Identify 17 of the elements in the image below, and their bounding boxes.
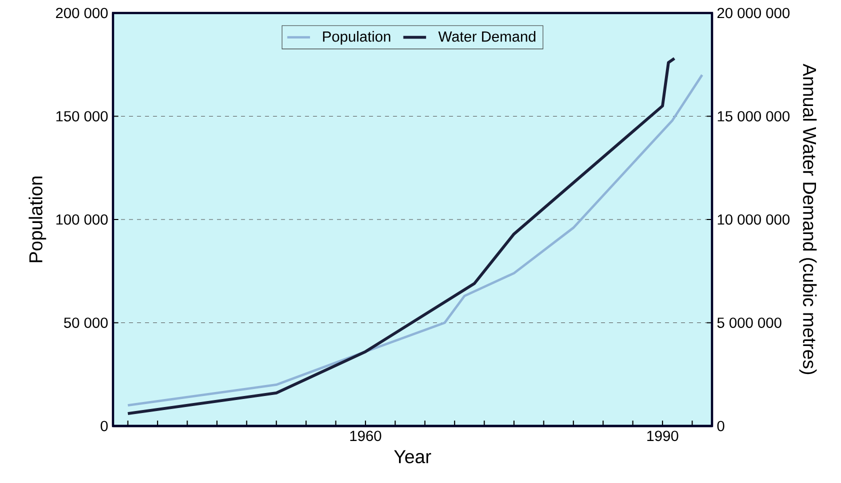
y2-tick-label: 10 000 000 xyxy=(718,214,790,225)
legend-label: Population xyxy=(323,30,390,45)
y2-tick-label: 15 000 000 xyxy=(718,111,790,122)
y-tick-label: 150 000 xyxy=(56,111,108,122)
y2-tick-label: 20 000 000 xyxy=(717,8,790,18)
x-axis-title: Year xyxy=(394,450,432,464)
y-tick-label: 100 000 xyxy=(56,214,108,225)
y-axis-title: Population xyxy=(28,176,46,262)
y-tick-label: 50 000 xyxy=(64,318,108,328)
x-tick-label: 1960 xyxy=(350,430,382,442)
y2-tick-label: 5 000 000 xyxy=(717,318,782,328)
x-tick-label: 1990 xyxy=(647,430,678,442)
y-tick-label: 200 000 xyxy=(56,8,108,18)
y-tick-label: 0 xyxy=(100,420,108,432)
y2-tick-label: 0 xyxy=(717,420,724,432)
legend-label: Water Demand xyxy=(438,30,536,42)
y2-axis-title: Annual Water Demand (cubic metres) xyxy=(799,64,817,374)
